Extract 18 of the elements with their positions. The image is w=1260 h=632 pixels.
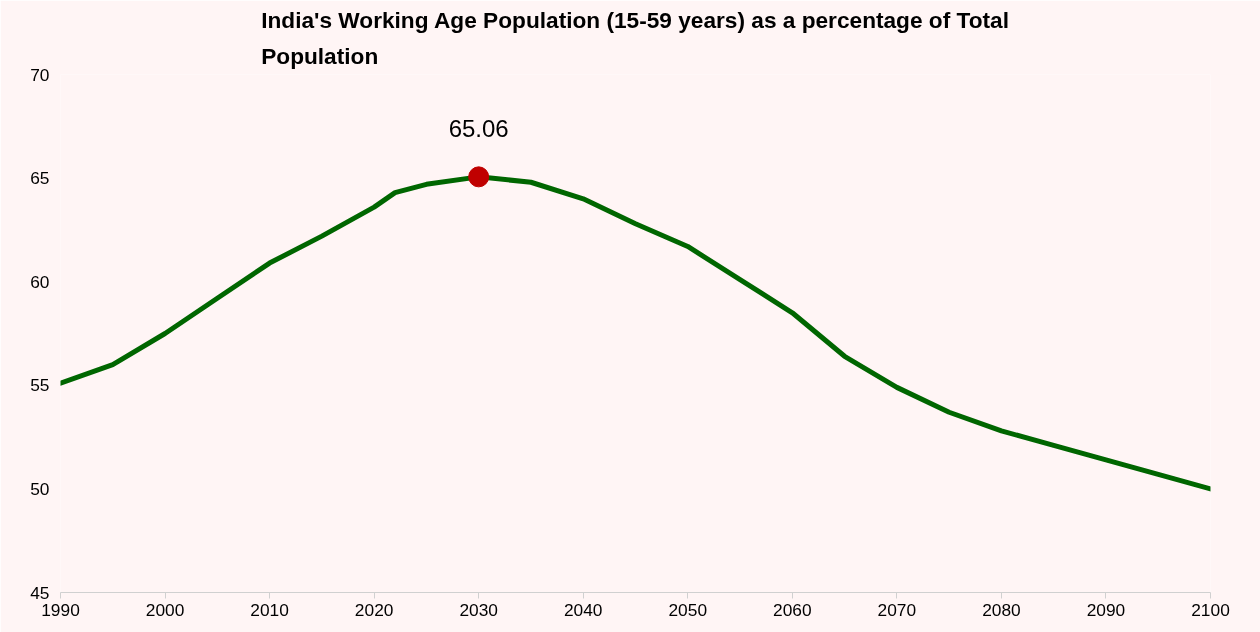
x-tick-label: 2030 bbox=[459, 599, 498, 620]
chart-title: India's Working Age Population (15-59 years) as a percentage of Total Population bbox=[261, 7, 1009, 70]
y-tick-label: 50 bbox=[30, 478, 50, 499]
x-tick-label: 2050 bbox=[668, 599, 708, 620]
x-tick-label: 2000 bbox=[145, 599, 185, 620]
x-tick-label: 2080 bbox=[982, 599, 1021, 620]
y-tick-label: 55 bbox=[30, 375, 50, 396]
x-tick-label: 2070 bbox=[877, 599, 917, 620]
x-tick-label: 2020 bbox=[354, 599, 394, 620]
data-label: 65.06 bbox=[448, 114, 509, 142]
x-tick-label: 2100 bbox=[1191, 599, 1230, 620]
x-tick-label: 2040 bbox=[563, 599, 603, 620]
x-tick-label: 2090 bbox=[1086, 599, 1126, 620]
y-tick-label: 60 bbox=[30, 271, 50, 292]
y-tick-label: 70 bbox=[30, 64, 50, 85]
x-tick-label: 2060 bbox=[773, 599, 812, 620]
x-tick-label: 2010 bbox=[250, 599, 289, 620]
y-tick-label: 65 bbox=[30, 168, 50, 189]
